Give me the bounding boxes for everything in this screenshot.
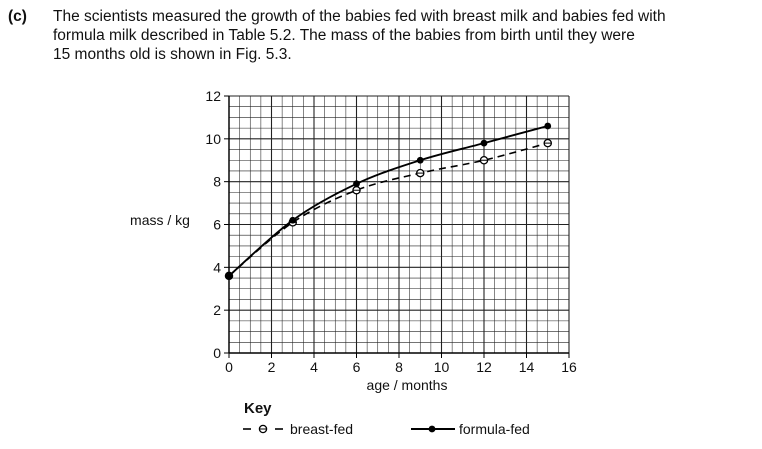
data-point <box>543 138 553 148</box>
data-point <box>480 139 488 147</box>
tick-marks <box>224 95 570 358</box>
x-tick-label: 12 <box>476 359 492 375</box>
question-line: formula milk described in Table 5.2. The… <box>53 27 635 44</box>
x-tick-label: 10 <box>434 359 450 375</box>
data-point <box>416 156 424 164</box>
x-axis-label: age / months <box>367 377 448 393</box>
legend-marker-filled <box>428 425 436 433</box>
data-point <box>289 216 297 224</box>
x-tick-label: 14 <box>519 359 535 375</box>
data-point <box>544 122 552 130</box>
series-layer <box>224 122 553 281</box>
data-point <box>353 180 360 188</box>
data-point <box>352 185 361 195</box>
x-tick-label: 2 <box>268 359 276 375</box>
y-tick-label: 6 <box>213 217 221 233</box>
series-line-formula-fed <box>228 125 548 277</box>
question-line: The scientists measured the growth of th… <box>53 8 666 25</box>
legend-label-formula-fed: formula-fed <box>459 421 530 437</box>
data-point <box>415 168 425 178</box>
y-tick-label: 12 <box>205 88 221 104</box>
y-tick-label: 0 <box>213 345 221 361</box>
legend-label-breast-fed: breast-fed <box>290 421 353 437</box>
data-point <box>479 155 489 165</box>
y-tick-label: 2 <box>213 302 221 318</box>
y-tick-label: 4 <box>213 259 221 275</box>
x-tick-label: 16 <box>561 359 577 375</box>
question-text: The scientists measured the growth of th… <box>53 7 748 64</box>
legend-title: Key <box>244 400 272 417</box>
x-tick-label: 6 <box>353 359 361 375</box>
series-line-breast-fed <box>228 142 548 277</box>
question-label: (c) <box>8 8 27 25</box>
x-tick-label: 8 <box>395 359 403 375</box>
data-point <box>225 272 233 280</box>
question-line: 15 months old is shown in Fig. 5.3. <box>53 46 292 63</box>
y-axis-label: mass / kg <box>130 212 190 228</box>
x-tick-label: 0 <box>225 359 233 375</box>
y-tick-label: 8 <box>213 174 221 190</box>
x-tick-label: 4 <box>310 359 318 375</box>
y-tick-label: 10 <box>205 131 221 147</box>
tick-labels: 0 2 4 6 8 10 12 14 16 0 2 4 6 8 10 12 <box>205 88 577 375</box>
legend: Key breast-fed formula-fed <box>243 400 530 437</box>
